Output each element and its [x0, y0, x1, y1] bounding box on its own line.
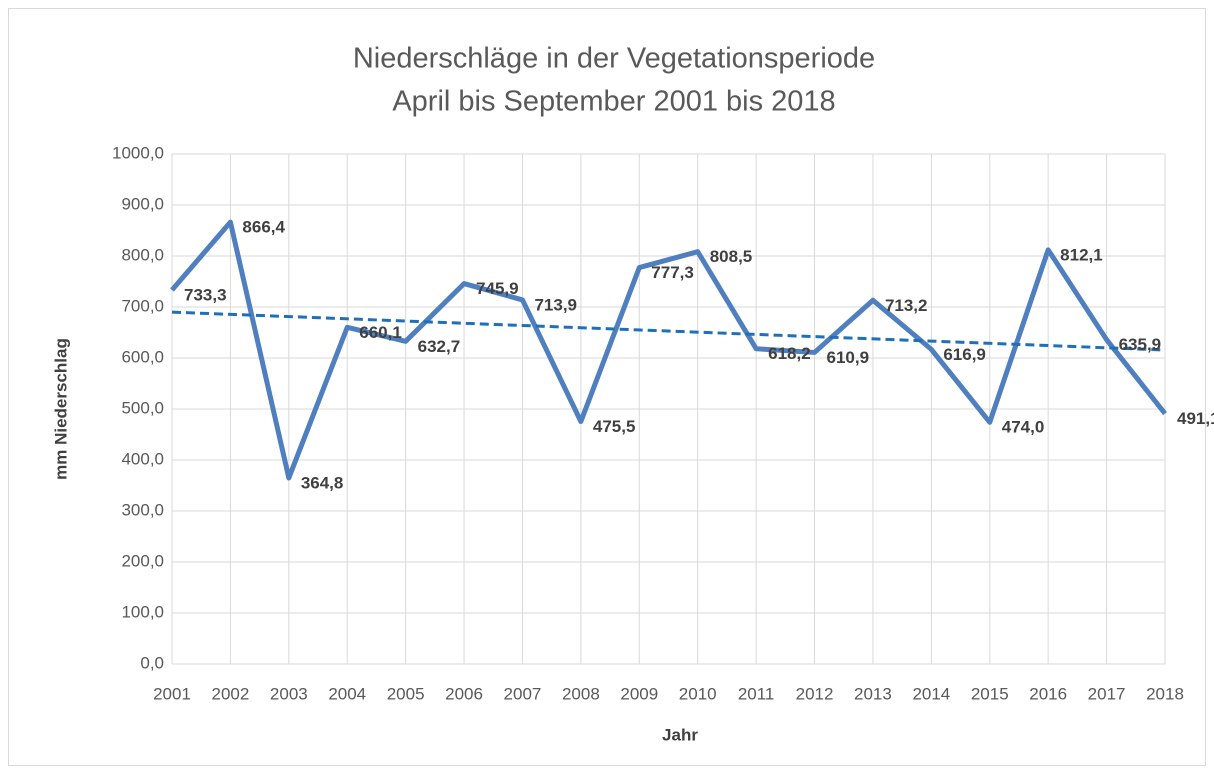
x-axis-title: Jahr [662, 725, 698, 744]
x-tick-label: 2010 [679, 684, 717, 703]
data-label: 635,9 [1119, 335, 1162, 354]
x-tick-label: 2017 [1088, 684, 1126, 703]
y-tick-label: 500,0 [121, 398, 164, 417]
x-tick-label: 2005 [387, 684, 425, 703]
x-tick-label: 2011 [738, 684, 775, 703]
x-tick-label: 2012 [796, 684, 834, 703]
x-tick-label: 2014 [912, 684, 950, 703]
x-tick-label: 2006 [445, 684, 483, 703]
chart-subtitle: April bis September 2001 bis 2018 [392, 86, 835, 118]
y-tick-label: 0,0 [140, 653, 164, 672]
data-label: 610,9 [827, 348, 870, 367]
x-tick-label: 2018 [1146, 684, 1184, 703]
chart-title: Niederschläge in der Vegetationsperiode [353, 43, 875, 75]
x-tick-label: 2009 [620, 684, 658, 703]
data-label: 733,3 [184, 286, 227, 305]
data-label: 808,5 [710, 247, 753, 266]
x-tick-label: 2007 [504, 684, 542, 703]
data-label: 713,2 [885, 296, 928, 315]
y-tick-label: 600,0 [121, 347, 164, 366]
data-label: 475,5 [593, 417, 636, 436]
data-label: 660,1 [359, 323, 402, 342]
y-tick-label: 1000,0 [112, 143, 164, 162]
y-tick-label: 300,0 [121, 500, 164, 519]
y-tick-label: 100,0 [121, 602, 164, 621]
data-label: 812,1 [1060, 245, 1103, 264]
data-line [170, 219, 1167, 481]
x-tick-label: 2003 [270, 684, 308, 703]
data-label: 618,2 [768, 344, 811, 363]
data-label: 364,8 [301, 473, 344, 492]
x-tick-label: 2001 [153, 684, 191, 703]
y-tick-label: 700,0 [121, 296, 164, 315]
data-label: 616,9 [943, 345, 986, 364]
x-tick-label: 2015 [971, 684, 1009, 703]
data-label: 777,3 [651, 263, 694, 282]
x-tick-label: 2004 [328, 684, 366, 703]
chart-border [8, 8, 1206, 766]
data-label: 632,7 [418, 337, 461, 356]
data-label: 474,0 [1002, 418, 1045, 437]
x-tick-label: 2013 [854, 684, 892, 703]
data-label: 745,9 [476, 279, 519, 298]
data-label: 866,4 [242, 218, 285, 237]
y-tick-label: 400,0 [121, 449, 164, 468]
x-tick-label: 2008 [562, 684, 600, 703]
y-axis-title: mm Niederschlag [51, 338, 70, 480]
y-tick-label: 900,0 [121, 194, 164, 213]
x-tick-label: 2016 [1029, 684, 1067, 703]
trendline [171, 310, 1166, 352]
y-tick-label: 200,0 [121, 551, 164, 570]
x-tick-label: 2002 [211, 684, 249, 703]
y-tick-label: 800,0 [121, 245, 164, 264]
data-label: 713,9 [534, 295, 577, 314]
data-label: 491,1 [1177, 409, 1214, 428]
